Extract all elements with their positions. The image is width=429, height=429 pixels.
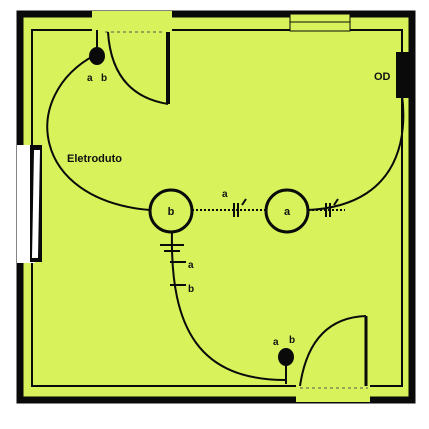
wire-ticks-left	[233, 198, 247, 217]
bottom-switch-label-a: a	[273, 337, 279, 348]
conduit-top-switch-to-left-lamp	[46, 54, 151, 211]
top-switch	[89, 47, 105, 65]
wire-label-a: a	[188, 260, 194, 271]
top-door-gap	[92, 11, 172, 33]
wire-label-b: b	[188, 284, 194, 295]
bottom-switch-label-b: b	[289, 335, 295, 346]
top-door-swing	[107, 31, 169, 105]
left-lamp-label: b	[168, 206, 175, 218]
right-lamp-label: a	[284, 206, 291, 218]
left-window-glass	[32, 150, 40, 258]
wire-ticks-vertical	[160, 244, 186, 286]
right-lamp	[264, 188, 310, 234]
bottom-door-swing	[299, 315, 367, 387]
bottom-door-gap	[296, 384, 370, 402]
conduit-left-lamp-to-bottom-switch	[170, 231, 287, 381]
top-switch-label-a: a	[87, 73, 93, 84]
conduit-label: Eletroduto	[67, 153, 122, 165]
left-lamp	[148, 188, 194, 234]
circuit-mark: a	[222, 189, 228, 200]
outlet-label: OD	[374, 71, 391, 83]
room-floor	[20, 14, 412, 400]
wire-ticks-right	[325, 198, 339, 217]
bottom-switch	[278, 348, 294, 366]
conduit-right-lamp-to-outlet	[307, 74, 405, 211]
top-switch-label-b: b	[101, 73, 107, 84]
